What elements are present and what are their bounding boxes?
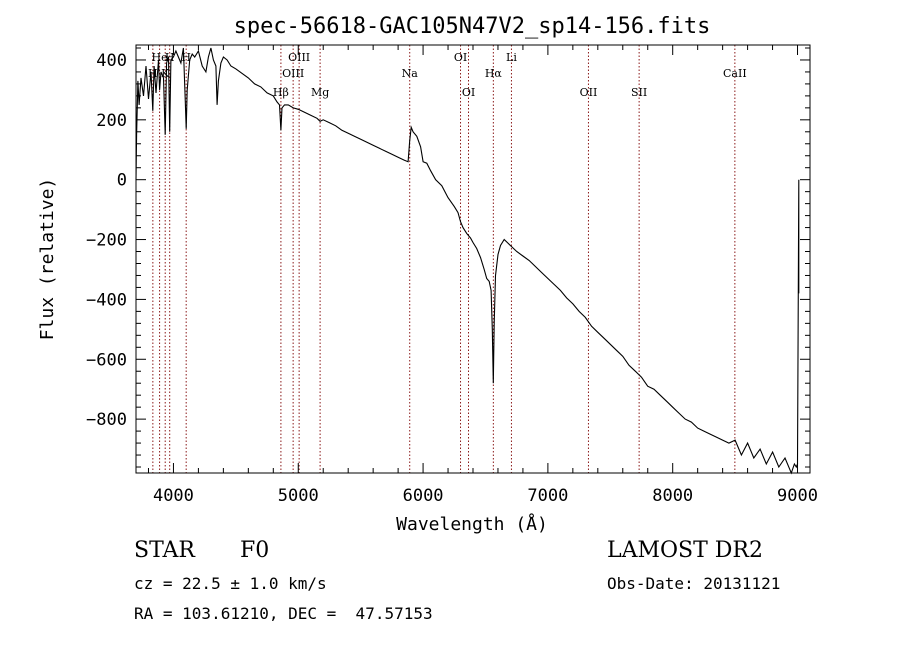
- object-class: STAR: [134, 538, 195, 563]
- spectral-line-label: Na: [402, 67, 419, 80]
- x-tick-label: 9000: [777, 486, 818, 506]
- y-tick-label: 200: [96, 111, 127, 131]
- y-axis-label: Flux (relative): [37, 178, 58, 341]
- y-tick-label: −400: [86, 290, 127, 310]
- spectral-line-label: OI: [454, 51, 467, 64]
- spectral-line-label: Li: [506, 51, 517, 64]
- spectrum-line: [135, 47, 800, 475]
- x-tick-label: 5000: [278, 486, 319, 506]
- y-tick-label: −800: [86, 410, 127, 430]
- x-tick-label: 7000: [527, 486, 568, 506]
- spectral-line-label: OIII: [288, 51, 310, 64]
- x-tick-label: 6000: [403, 486, 444, 506]
- coordinates: RA = 103.61210, DEC = 47.57153: [134, 604, 433, 623]
- y-tick-label: −600: [86, 350, 127, 370]
- spectral-line-label: H: [181, 51, 191, 64]
- spectral-line-label: OI: [462, 86, 475, 99]
- spectral-line-label: He: [152, 51, 168, 64]
- spectral-line-label: Mg: [311, 86, 329, 99]
- y-tick-label: −200: [86, 231, 127, 251]
- spectral-line-label: SII: [631, 86, 647, 99]
- x-tick-label: 8000: [652, 486, 693, 506]
- x-axis-ticks: 4000 5000 6000 7000 8000 9000: [147, 45, 818, 506]
- spectral-line-label: H: [165, 51, 175, 64]
- spectral-line-label: Hα: [485, 67, 503, 80]
- spectral-line-markers: [152, 45, 736, 473]
- chart-title: spec-56618-GAC105N47V2_sp14-156.fits: [234, 14, 711, 39]
- y-tick-label: 0: [117, 171, 127, 191]
- redshift-value: cz = 22.5 ± 1.0 km/s: [134, 574, 327, 593]
- spectral-line-label: CaII: [723, 67, 747, 80]
- spectral-line-label: Hβ: [273, 86, 289, 99]
- x-axis-label: Wavelength (Å): [396, 513, 548, 535]
- spectral-line-label: H: [148, 67, 158, 80]
- y-tick-label: 400: [96, 51, 127, 71]
- object-subclass: F0: [240, 538, 270, 563]
- survey-name: LAMOST DR2: [607, 538, 763, 563]
- spectral-line-label: OII: [580, 86, 598, 99]
- y-axis-ticks: 400 200 0 −200 −400 −600 −800: [86, 47, 810, 468]
- spectral-line-label: OIII: [282, 67, 304, 80]
- x-tick-label: 4000: [153, 486, 194, 506]
- observation-date: Obs-Date: 20131121: [607, 574, 781, 593]
- spectral-line-label: K: [161, 67, 170, 80]
